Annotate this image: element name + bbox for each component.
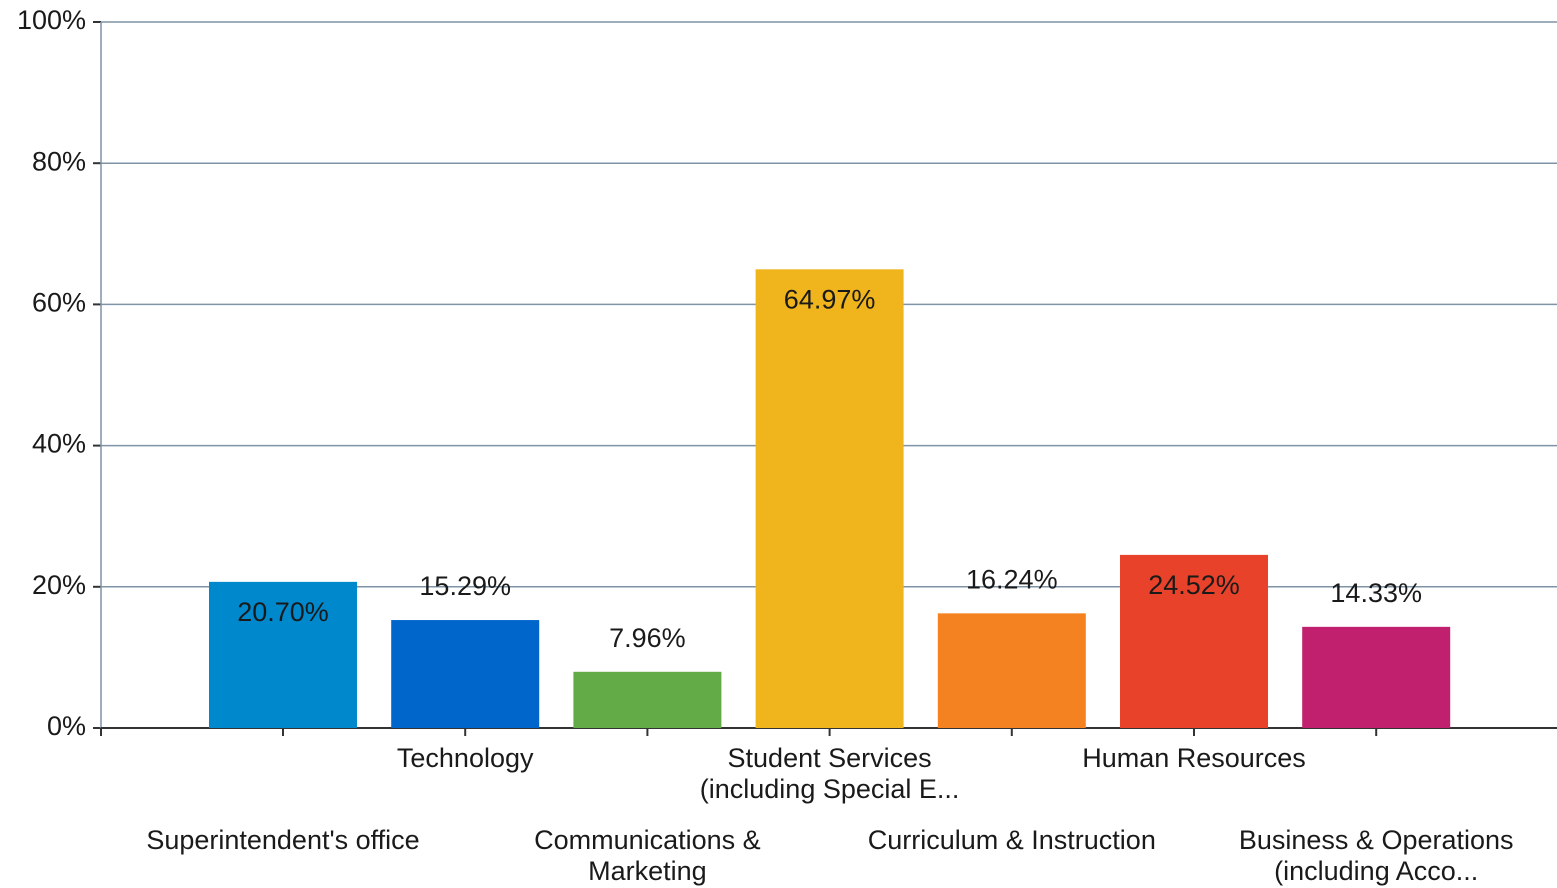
value-label: 24.52% (1148, 570, 1240, 600)
value-label: 64.97% (784, 284, 876, 314)
value-label: 20.70% (237, 597, 329, 627)
bar (755, 269, 904, 728)
x-tick-label: Student Services (including Special E... (700, 743, 960, 804)
value-label: 14.33% (1330, 578, 1422, 608)
value-label: 16.24% (966, 564, 1058, 594)
x-tick-label: Communications & Marketing (534, 825, 761, 886)
x-tick-label: Technology (397, 743, 534, 773)
x-tick-label: Superintendent's office (146, 825, 419, 855)
x-tick-label: Business & Operations (including Acco... (1239, 825, 1514, 886)
bar (937, 613, 1086, 728)
bar (1302, 626, 1451, 728)
y-tick-label: 20% (32, 570, 86, 600)
x-tick-label: Human Resources (1082, 743, 1306, 773)
bar (573, 671, 722, 728)
y-tick-label: 60% (32, 288, 86, 318)
y-tick-label: 80% (32, 146, 86, 176)
bar (1120, 554, 1268, 728)
y-tick-label: 0% (47, 711, 86, 741)
value-label: 15.29% (419, 571, 511, 601)
y-tick-label: 40% (32, 429, 86, 459)
bar (391, 620, 540, 728)
bar (209, 581, 357, 728)
value-label: 7.96% (609, 623, 686, 653)
y-tick-label: 100% (17, 5, 86, 35)
x-tick-label: Curriculum & Instruction (868, 825, 1156, 855)
